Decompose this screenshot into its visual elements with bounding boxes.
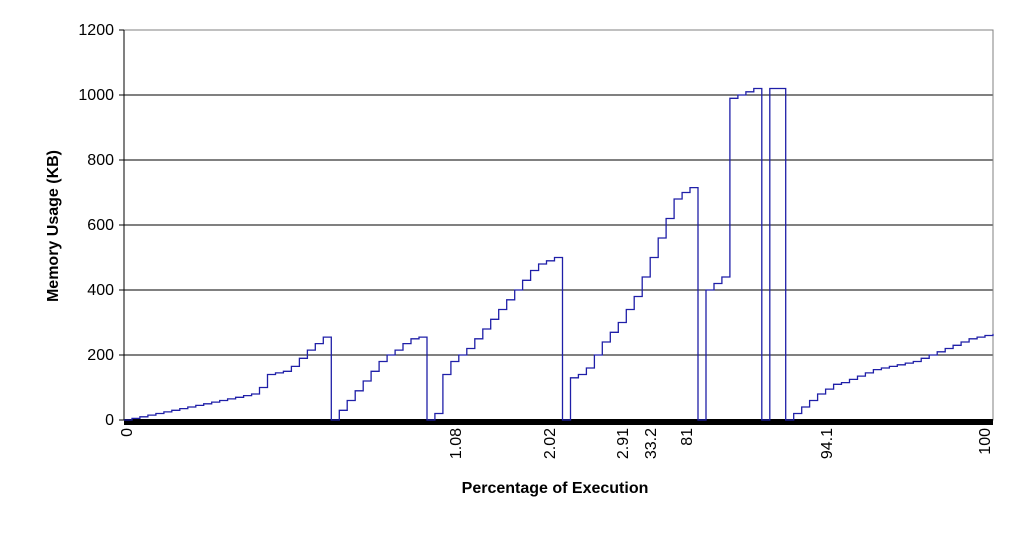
gridlines xyxy=(124,29,993,421)
x-tick-label: 2.02 xyxy=(542,428,559,459)
x-tick-label: 94.1 xyxy=(819,428,836,459)
y-tick-label: 1200 xyxy=(78,22,114,39)
x-tick-label: 2.91 xyxy=(615,428,632,459)
y-tick-label: 0 xyxy=(105,412,114,429)
x-axis-title: Percentage of Execution xyxy=(462,480,649,497)
x-tick-label: 81 xyxy=(679,428,696,446)
x-axis-dense-ticks xyxy=(124,419,993,425)
x-tick-label: 100 xyxy=(977,428,994,455)
y-tick-label: 1000 xyxy=(78,87,114,104)
y-axis-title: Memory Usage (KB) xyxy=(45,150,62,302)
y-tick-label: 800 xyxy=(87,152,114,169)
memory-usage-series-line xyxy=(124,87,994,421)
x-axis-ticks: 0 1.08 2.02 2.91 33.2 81 94.1 100 xyxy=(119,428,994,459)
x-tick-label: 0 xyxy=(119,428,136,437)
x-tick-label: 1.08 xyxy=(448,428,465,459)
y-axis-ticks: 0 200 400 600 800 1000 1200 xyxy=(78,22,125,429)
y-tick-label: 400 xyxy=(87,282,114,299)
x-tick-label: 33.2 xyxy=(643,428,660,459)
y-tick-label: 600 xyxy=(87,217,114,234)
x-axis-tick-band xyxy=(124,419,993,425)
y-tick-label: 200 xyxy=(87,347,114,364)
